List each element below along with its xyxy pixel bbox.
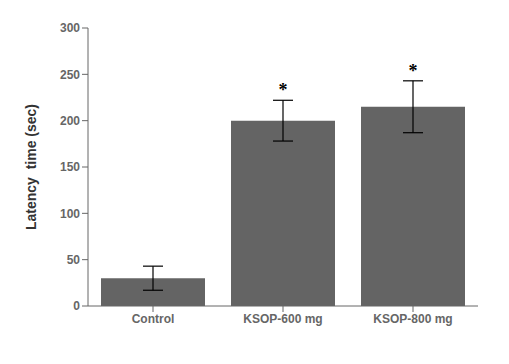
svg-text:200: 200 [60, 114, 80, 128]
svg-text:150: 150 [60, 160, 80, 174]
svg-text:250: 250 [60, 68, 80, 82]
svg-text:Control: Control [132, 312, 175, 326]
svg-text:0: 0 [73, 299, 80, 313]
svg-text:*: * [409, 61, 418, 81]
svg-text:300: 300 [60, 21, 80, 35]
svg-text:KSOP-800 mg: KSOP-800 mg [373, 312, 452, 326]
svg-text:50: 50 [67, 253, 81, 267]
svg-text:KSOP-600 mg: KSOP-600 mg [243, 312, 322, 326]
svg-text:Latency time (sec): Latency time (sec) [23, 104, 39, 230]
svg-text:100: 100 [60, 207, 80, 221]
svg-text:*: * [279, 80, 288, 100]
